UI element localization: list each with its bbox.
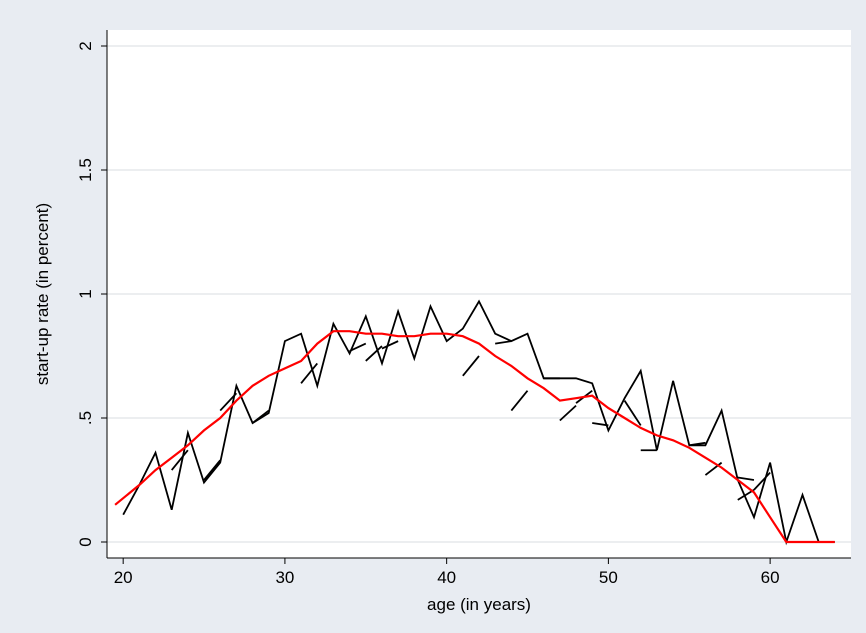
fragment-segment xyxy=(381,340,399,350)
fragment-segment xyxy=(170,449,189,471)
fragment-segment xyxy=(365,345,383,362)
fragment-segment xyxy=(737,476,755,481)
fragment-segment xyxy=(462,355,480,377)
raw-series-line xyxy=(122,299,835,546)
y-axis-ticks: 0 .5 1 1.5 2 xyxy=(76,41,107,547)
fragment-segment xyxy=(753,471,771,491)
fragment-segment xyxy=(300,362,318,384)
fragment-segment xyxy=(349,342,367,352)
fragment-segment xyxy=(510,390,529,412)
smoothed-series-line xyxy=(114,330,835,544)
y-tick-label: 1 xyxy=(76,289,95,298)
y-axis-label: start-up rate (in percent) xyxy=(33,203,52,385)
y-tick-label: 1.5 xyxy=(76,158,95,182)
x-tick-label: 20 xyxy=(114,568,133,587)
x-tick-label: 30 xyxy=(275,568,294,587)
y-tick-label: 0 xyxy=(76,537,95,546)
x-axis-ticks: 20 30 40 50 60 xyxy=(114,558,780,587)
x-axis-label: age (in years) xyxy=(427,595,531,614)
y-tick-label: .5 xyxy=(76,411,95,425)
x-tick-label: 50 xyxy=(599,568,618,587)
fragment-segment xyxy=(559,404,577,422)
fragment-segment xyxy=(623,400,642,426)
fragment-segment xyxy=(495,340,512,345)
gridlines xyxy=(107,45,851,543)
x-tick-label: 40 xyxy=(437,568,456,587)
series-lines xyxy=(114,299,835,546)
y-tick-label: 2 xyxy=(76,41,95,50)
x-tick-label: 60 xyxy=(761,568,780,587)
fragment-segment xyxy=(203,459,221,481)
